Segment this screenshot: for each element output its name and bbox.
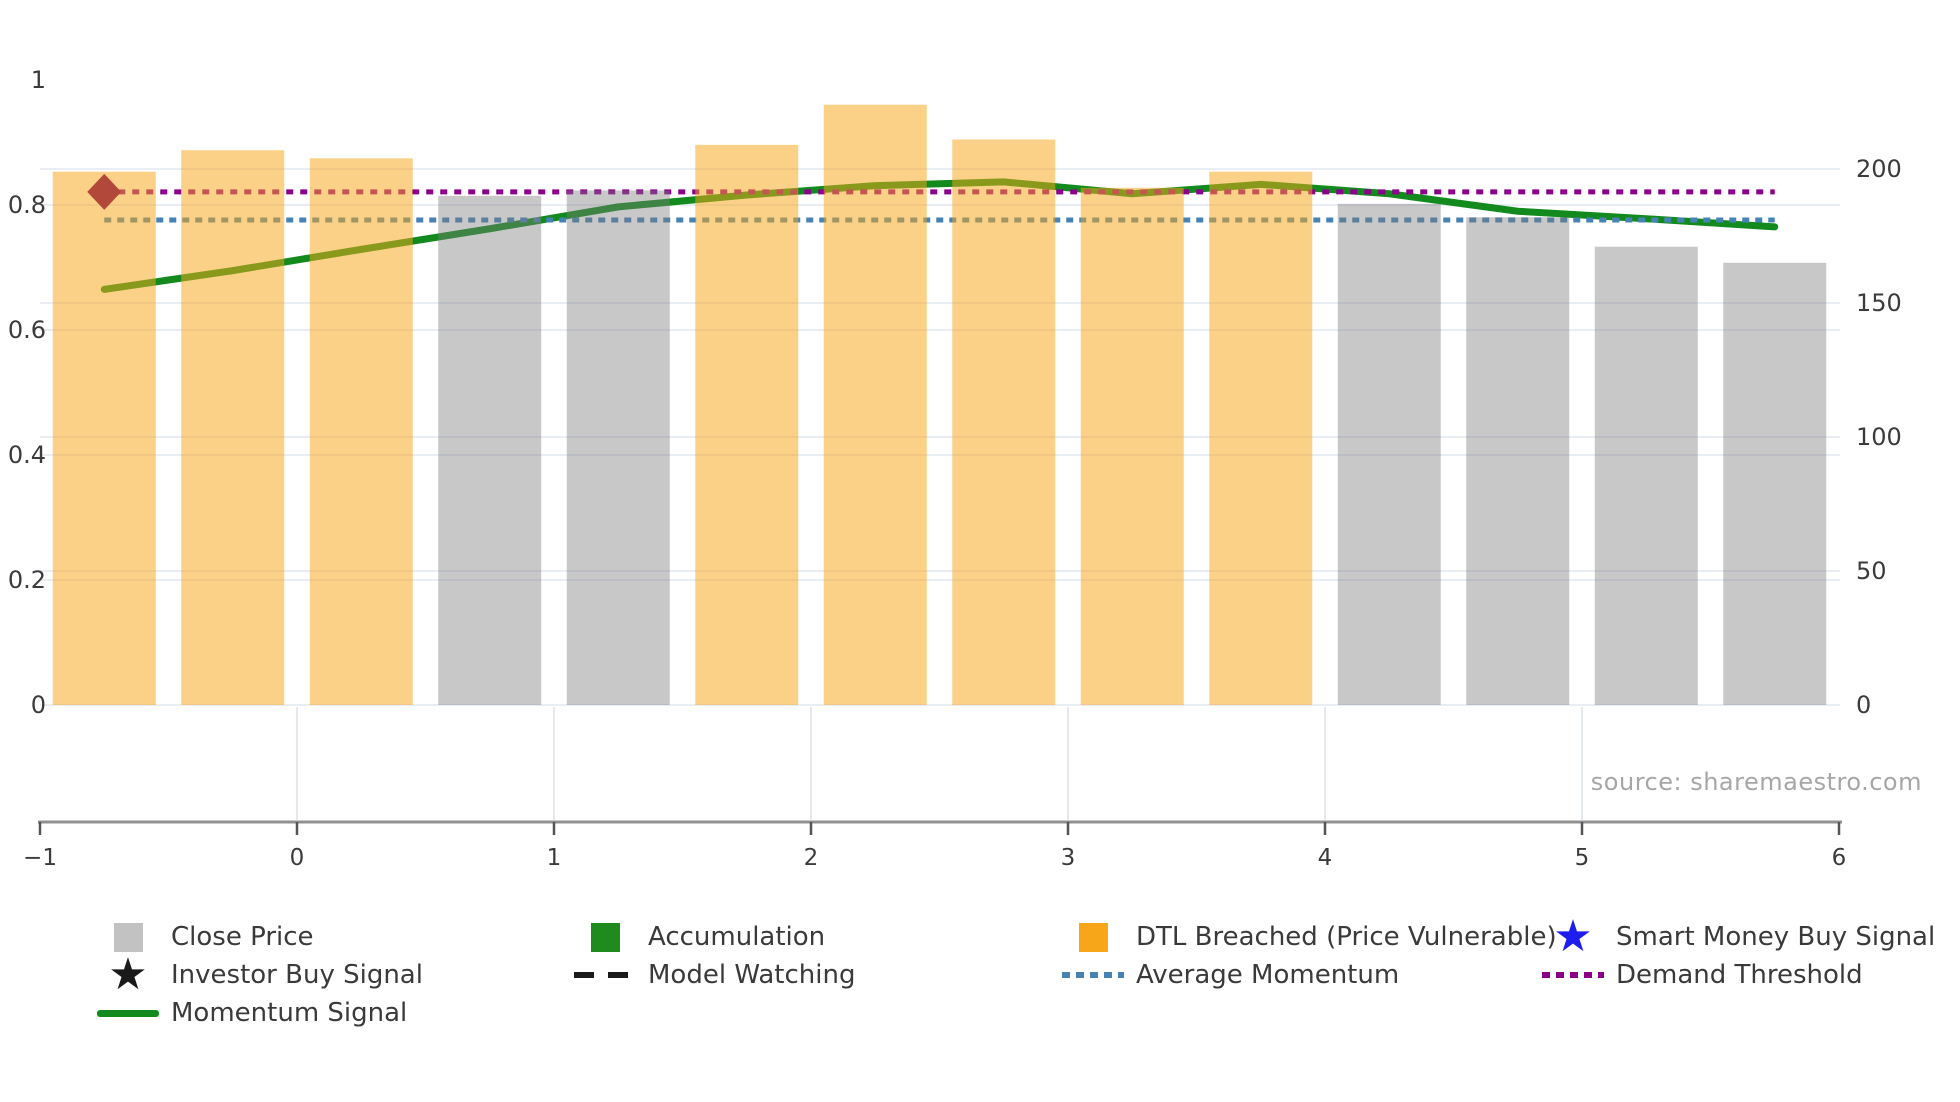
bar-dtl-breached [1209, 171, 1313, 705]
bar-close-price [566, 190, 670, 705]
bar-close-price [438, 195, 542, 706]
x-tick-label: 0 [290, 845, 305, 871]
bar-dtl-breached [952, 139, 1056, 705]
demand-threshold-dot-swatch [1538, 956, 1608, 994]
right-tick-label: 50 [1856, 557, 1887, 585]
source-note: source: sharemaestro.com [1590, 768, 1922, 796]
bar-close-price [1723, 262, 1827, 705]
left-tick-label: 1 [31, 66, 46, 94]
momentum-line-swatch [93, 994, 163, 1032]
average-momentum-dot-swatch [1058, 956, 1128, 994]
bar-dtl-breached [181, 150, 285, 706]
close-price-swatch [93, 918, 163, 956]
bar-dtl-breached [52, 171, 156, 705]
legend-item: Average Momentum [1058, 956, 1557, 994]
left-tick-label: 0.4 [8, 441, 46, 469]
legend-label: DTL Breached (Price Vulnerable) [1136, 922, 1557, 952]
legend-label: Momentum Signal [171, 998, 408, 1028]
x-tick-label: 3 [1061, 845, 1076, 871]
legend-item: DTL Breached (Price Vulnerable) [1058, 918, 1557, 956]
legend-item: ★ Investor Buy Signal [93, 949, 423, 1000]
right-tick-label: 0 [1856, 691, 1871, 719]
smart-money-star-icon: ★ [1553, 911, 1593, 962]
bar-close-price [1337, 203, 1441, 705]
legend-label: Accumulation [648, 922, 826, 952]
x-tick-label: 1 [547, 845, 562, 871]
right-tick-label: 150 [1856, 289, 1902, 317]
x-tick-label: 5 [1575, 845, 1590, 871]
legend: Close Price ★ Investor Buy Signal Momentum … [0, 911, 1960, 1048]
price-momentum-chart: −1 0 1 2 3 4 5 6 0 0.2 0.4 0.6 0.8 1 0 50 100 150 200 [8, 66, 1902, 871]
left-tick-label: 0.2 [8, 566, 46, 594]
x-tick-label: 4 [1318, 845, 1333, 871]
investor-buy-star-icon: ★ [108, 949, 148, 1000]
bar-close-price [1594, 246, 1698, 705]
bar-close-price [1466, 217, 1570, 706]
bar-dtl-breached [309, 158, 413, 705]
bar-dtl-breached [823, 104, 927, 706]
legend-label: Model Watching [648, 960, 856, 990]
legend-label: Smart Money Buy Signal [1616, 922, 1936, 952]
left-tick-label: 0.8 [8, 191, 46, 219]
x-tick-label: 2 [804, 845, 819, 871]
bar-dtl-breached [1080, 187, 1184, 705]
x-tick-label: −1 [23, 845, 57, 871]
legend-label: Investor Buy Signal [171, 960, 423, 990]
left-tick-label: 0.6 [8, 316, 46, 344]
diamond-marker [87, 173, 122, 210]
legend-column-3: DTL Breached (Price Vulnerable) Average M… [1058, 918, 1557, 994]
legend-item: Model Watching [570, 956, 855, 994]
legend-label: Average Momentum [1136, 960, 1400, 990]
legend-label: Demand Threshold [1616, 960, 1863, 990]
model-watching-dash-swatch [570, 956, 640, 994]
legend-column-2: Accumulation Model Watching [570, 918, 855, 994]
legend-item: Demand Threshold [1538, 956, 1935, 994]
dtl-breached-swatch [1058, 918, 1128, 956]
right-tick-label: 200 [1856, 155, 1902, 183]
bar-dtl-breached [695, 144, 799, 705]
legend-label: Close Price [171, 922, 314, 952]
legend-item: Accumulation [570, 918, 855, 956]
legend-item: Close Price [93, 918, 423, 956]
legend-item: Momentum Signal [93, 994, 423, 1032]
legend-column-1: Close Price ★ Investor Buy Signal Momentum … [93, 918, 423, 1032]
legend-column-4: ★ Smart Money Buy Signal Demand Threshold [1538, 911, 1936, 994]
x-tick-label: 6 [1832, 845, 1847, 871]
legend-item: ★ Smart Money Buy Signal [1538, 911, 1936, 962]
right-tick-label: 100 [1856, 423, 1902, 451]
left-tick-label: 0 [31, 691, 46, 719]
accumulation-swatch [570, 918, 640, 956]
